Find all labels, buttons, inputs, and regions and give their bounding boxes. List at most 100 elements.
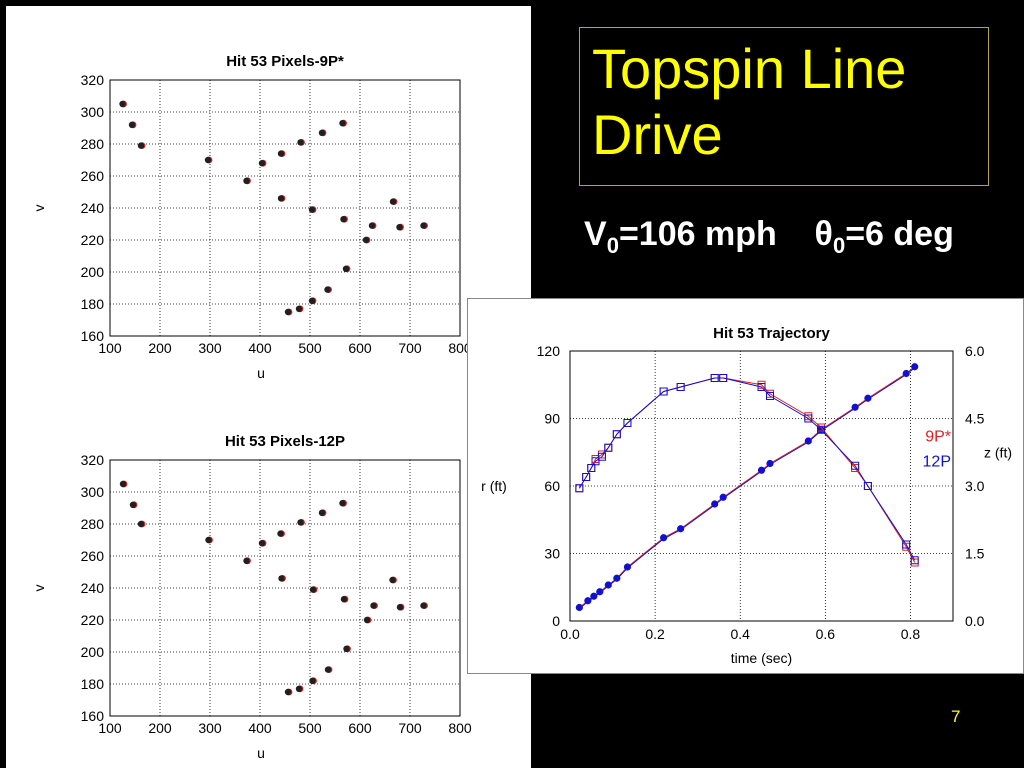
pixel-point [277, 150, 285, 157]
r-point [804, 437, 812, 445]
x-tick-label: 800 [448, 720, 472, 736]
pixel-point [243, 557, 250, 564]
r-point [766, 459, 774, 468]
y-right-tick-label: 1.5 [965, 546, 985, 562]
pixel-point [340, 596, 348, 603]
pixel-point [420, 222, 427, 229]
pixel-point [284, 308, 292, 316]
z-point-12p [863, 482, 872, 490]
pixel-point [204, 156, 212, 164]
pixel-point [339, 500, 346, 507]
r-point [902, 369, 910, 378]
pixel-point [340, 216, 347, 223]
trajectory-chart-panel: Hit 53 Trajectory 0.0 0.2 0.4 0.6 0.8 0 30 60 90 1… [467, 298, 1024, 674]
pixel-point [129, 501, 137, 508]
x-tick-label: 0.2 [645, 626, 665, 642]
pixel-point [284, 688, 292, 696]
pixel-point [119, 100, 126, 108]
x-tick-label: 200 [148, 720, 172, 736]
y-tick-label: 220 [81, 612, 105, 628]
x-tick-label: 700 [398, 720, 422, 736]
x-tick-label: 600 [348, 340, 372, 356]
z-point-12p [597, 452, 606, 461]
x-tick-label: 700 [398, 340, 422, 356]
param-v-symbol: V [584, 215, 607, 253]
z-point-12p [612, 430, 621, 439]
r-point [575, 603, 583, 612]
pixel-point [342, 265, 350, 272]
y-left-tick-label: 60 [544, 478, 560, 494]
z-point-12p [851, 461, 860, 470]
r-point [604, 581, 612, 589]
z-point-12p [757, 383, 766, 391]
y-tick-label: 240 [81, 200, 105, 216]
pixel-point [243, 177, 250, 184]
pixel-point [389, 198, 397, 205]
z-point-12p [604, 443, 613, 452]
pixel-point [277, 195, 285, 202]
r-point [613, 574, 621, 582]
pixel-point [318, 129, 326, 136]
y-tick-label: 160 [81, 708, 105, 724]
y-tick-label: 260 [81, 548, 105, 564]
y-right-axis-label: z (ft) [984, 444, 1012, 460]
r-point [590, 592, 598, 600]
pixel-charts-panel: Hit 53 Pixels-9P* 100 200 300 400 500 600 700 80… [6, 6, 531, 768]
x-tick-label: 500 [298, 720, 322, 736]
pixel-point [362, 236, 370, 244]
r-point [660, 534, 668, 542]
z-point-12p [910, 556, 919, 565]
pixel-point [420, 602, 427, 609]
r-point [757, 466, 766, 474]
pixel-point [137, 142, 145, 149]
y-tick-label: 180 [81, 676, 105, 692]
x-axis-label: time (sec) [731, 650, 792, 666]
pixel-point [343, 645, 350, 652]
param-theta-value: =6 deg [845, 215, 954, 253]
pixel-point [309, 586, 317, 593]
x-tick-label: 300 [198, 720, 222, 736]
slide-title: Topspin Line Drive [592, 37, 907, 166]
pixel-point [297, 139, 304, 146]
x-tick-label: 0.8 [901, 626, 921, 642]
param-v-value: =106 mph [618, 215, 777, 253]
y-right-tick-label: 4.5 [965, 411, 985, 427]
r-point [677, 525, 685, 533]
x-axis-label: u [257, 745, 265, 761]
chart-title: Hit 53 Pixels-9P* [226, 53, 344, 70]
legend-12p: 12P [923, 453, 951, 470]
y-tick-label: 240 [81, 580, 105, 596]
y-axis-label: v [31, 585, 47, 592]
page-number: 7 [951, 707, 961, 726]
r-point [911, 363, 919, 371]
y-tick-label: 180 [81, 296, 105, 312]
x-tick-label: 100 [98, 340, 122, 356]
y-tick-label: 200 [81, 644, 105, 660]
y-left-axis-label: r (ft) [481, 478, 507, 494]
y-right-tick-label: 6.0 [965, 343, 985, 359]
pixel-point [295, 685, 303, 692]
z-point-12p [766, 392, 775, 400]
z-point-12p [817, 425, 826, 434]
pixel-point [318, 509, 326, 516]
r-point [851, 403, 859, 411]
chart-pixels-9p: Hit 53 Pixels-9P* 100 200 300 400 500 600 700 80… [31, 53, 472, 381]
r-point [864, 394, 872, 402]
x-tick-label: 400 [248, 340, 272, 356]
r-point [719, 493, 727, 501]
z-point-12p [659, 387, 668, 396]
x-axis-label: u [257, 365, 265, 381]
pixel-point [119, 480, 127, 488]
chart-pixels-12p: Hit 53 Pixels-12P 100 200 300 400 500 600 700 80… [31, 433, 472, 761]
r-point [596, 588, 604, 596]
pixel-point [295, 305, 303, 312]
z-point-12p [902, 540, 911, 549]
x-tick-label: 100 [98, 720, 122, 736]
launch-parameters: V0=106 mph θ0=6 deg [584, 215, 954, 259]
z-point-12p [587, 464, 596, 472]
x-tick-label: 600 [348, 720, 372, 736]
pixel-point [309, 677, 316, 684]
y-right-tick-label: 0.0 [965, 613, 985, 629]
pixel-point [258, 160, 266, 167]
r-point [584, 597, 592, 605]
